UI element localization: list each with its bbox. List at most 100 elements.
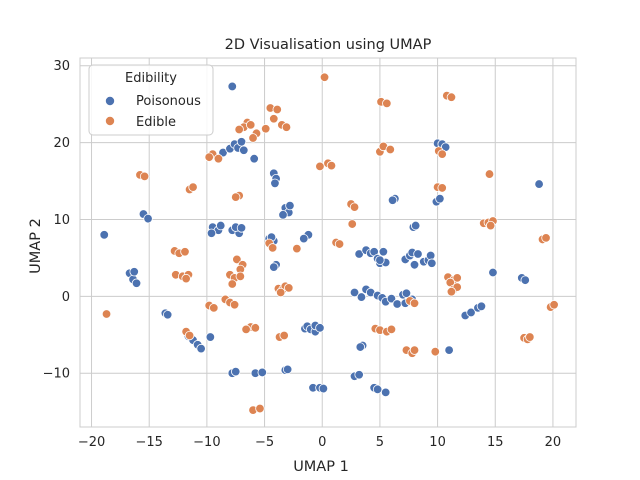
point-poisonous [239, 145, 249, 155]
point-poisonous [488, 267, 498, 278]
point-poisonous [372, 384, 383, 395]
point-edible [227, 279, 237, 289]
point-edible [437, 149, 447, 159]
point-poisonous [315, 323, 325, 333]
y-axis-label: UMAP 2 [28, 218, 44, 274]
point-edible [279, 330, 289, 341]
x-tick-label: −10 [193, 435, 220, 450]
point-poisonous [349, 287, 360, 298]
x-tick-label: −5 [255, 435, 274, 450]
point-edible [437, 183, 447, 193]
legend-label-poisonous: Poisonous [136, 94, 201, 109]
y-tick-label: 0 [62, 290, 70, 305]
point-poisonous [378, 247, 389, 257]
point-edible [188, 182, 198, 192]
point-edible [241, 324, 251, 335]
chart-title: 2D Visualisation using UMAP [225, 37, 432, 53]
grid-lines [80, 58, 576, 427]
point-edible [549, 300, 559, 310]
point-edible [315, 161, 325, 172]
point-poisonous [392, 299, 402, 309]
x-tick-label: 15 [487, 435, 504, 450]
point-edible [292, 243, 302, 254]
point-edible [409, 345, 420, 355]
point-poisonous [413, 249, 423, 259]
point-poisonous [444, 345, 454, 355]
point-poisonous [99, 230, 109, 240]
point-edible [452, 273, 462, 283]
x-tick-labels: −20 −15 −10 −5 0 5 10 15 20 [78, 435, 561, 450]
point-edible [235, 271, 246, 282]
point-edible [326, 160, 337, 171]
point-poisonous [227, 81, 237, 92]
point-poisonous [216, 220, 226, 231]
point-edible [204, 152, 214, 162]
point-poisonous [285, 200, 295, 211]
point-poisonous [129, 267, 139, 277]
x-tick-label: −20 [78, 435, 105, 450]
point-edible [269, 114, 279, 124]
point-poisonous [354, 370, 364, 380]
point-poisonous [236, 137, 247, 147]
x-tick-label: 5 [376, 435, 384, 450]
point-edible [272, 104, 282, 115]
point-edible [232, 254, 242, 265]
y-tick-label: −10 [43, 367, 70, 382]
point-edible [250, 323, 261, 333]
point-poisonous [249, 154, 259, 164]
legend-marker-edible [105, 116, 116, 127]
point-poisonous [410, 220, 421, 231]
point-edible [184, 330, 195, 341]
point-edible [261, 124, 271, 134]
point-edible [334, 239, 345, 249]
x-tick-label: 10 [429, 435, 446, 450]
point-poisonous [270, 178, 280, 189]
point-edible [347, 219, 357, 229]
point-poisonous [466, 307, 476, 318]
x-tick-label: 20 [545, 435, 562, 450]
legend-marker-poisonous [105, 96, 116, 107]
y-tick-label: 20 [53, 136, 70, 151]
point-edible [284, 283, 294, 293]
point-poisonous [355, 342, 365, 352]
point-poisonous [231, 366, 241, 377]
point-edible [209, 303, 219, 313]
legend: Edibility Poisonous Edible [88, 64, 214, 136]
point-poisonous [387, 195, 398, 205]
point-edible [180, 247, 190, 257]
point-poisonous [143, 213, 153, 224]
point-edible [281, 122, 292, 132]
point-poisonous [534, 179, 544, 189]
point-poisonous [236, 223, 247, 233]
point-poisonous [356, 292, 367, 302]
point-poisonous [380, 387, 391, 398]
y-tick-label: 10 [53, 213, 70, 228]
point-edible [349, 202, 360, 212]
point-poisonous [269, 262, 279, 272]
point-poisonous [206, 228, 217, 238]
point-edible [231, 192, 241, 202]
point-poisonous [318, 383, 329, 394]
legend-box [88, 64, 214, 136]
point-poisonous [425, 250, 436, 261]
point-poisonous [299, 233, 309, 244]
point-edible [276, 287, 286, 298]
y-tick-labels: −10 0 10 20 30 [43, 59, 70, 382]
point-poisonous [401, 288, 412, 298]
point-poisonous [257, 367, 267, 378]
point-edible [234, 124, 244, 135]
point-edible [430, 346, 440, 357]
point-poisonous [162, 310, 173, 320]
point-edible [101, 309, 112, 319]
plot-frame [79, 57, 577, 428]
x-tick-label: 0 [318, 435, 326, 450]
point-edible [446, 287, 457, 297]
point-poisonous [278, 210, 288, 220]
point-poisonous [386, 293, 397, 304]
point-poisonous [409, 260, 420, 270]
point-edible [267, 243, 278, 253]
point-poisonous [427, 258, 437, 268]
point-edible [409, 298, 420, 308]
legend-title: Edibility [125, 71, 177, 86]
